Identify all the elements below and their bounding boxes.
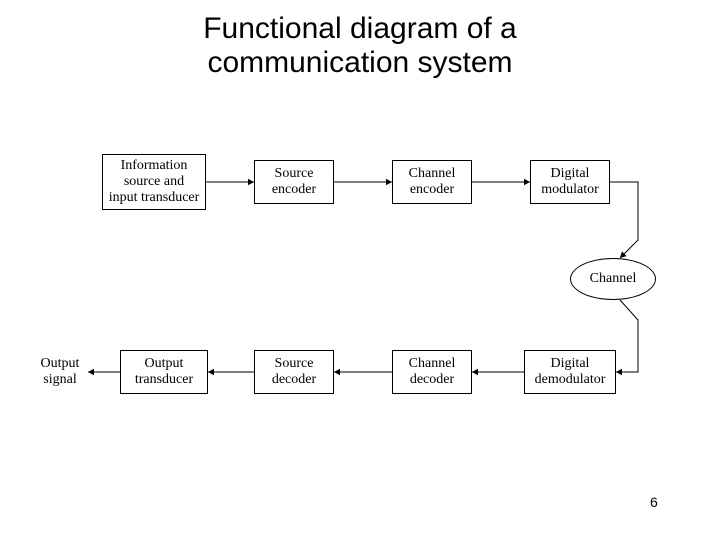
node-out_signal: Outputsignal — [32, 356, 88, 388]
node-chan_dec: Channeldecoder — [392, 350, 472, 394]
node-label-chan_enc: Channelencoder — [409, 166, 456, 198]
arrowhead-out_trans-to-out_signal — [88, 369, 94, 376]
page-title: Functional diagram of acommunication sys… — [0, 12, 720, 80]
node-src_enc: Sourceencoder — [254, 160, 334, 204]
edge-channel-to-dig_demod — [616, 300, 638, 372]
node-channel: Channel — [570, 258, 656, 300]
edge-dig_mod-to-channel — [610, 182, 638, 258]
node-label-dig_demod: Digitaldemodulator — [535, 356, 606, 388]
node-dig_demod: Digitaldemodulator — [524, 350, 616, 394]
node-label-src_dec: Sourcedecoder — [272, 356, 316, 388]
node-label-dig_mod: Digitalmodulator — [541, 166, 599, 198]
node-label-out_trans: Outputtransducer — [135, 356, 193, 388]
node-label-src_enc: Sourceencoder — [272, 166, 316, 198]
node-label-chan_dec: Channeldecoder — [409, 356, 456, 388]
arrowhead-dig_demod-to-chan_dec — [472, 369, 478, 376]
node-label-channel: Channel — [590, 271, 637, 287]
page-number: 6 — [650, 494, 658, 510]
node-chan_enc: Channelencoder — [392, 160, 472, 204]
arrowhead-src_dec-to-out_trans — [208, 369, 214, 376]
node-dig_mod: Digitalmodulator — [530, 160, 610, 204]
page-title-text: Functional diagram of acommunication sys… — [203, 12, 517, 79]
node-label-out_signal: Outputsignal — [41, 356, 80, 388]
node-out_trans: Outputtransducer — [120, 350, 208, 394]
arrowhead-chan_dec-to-src_dec — [334, 369, 340, 376]
arrowhead-channel-to-dig_demod — [616, 369, 622, 376]
node-src_dec: Sourcedecoder — [254, 350, 334, 394]
node-label-info_source: Informationsource andinput transducer — [109, 158, 200, 206]
arrowhead-dig_mod-to-channel — [620, 251, 627, 258]
node-info_source: Informationsource andinput transducer — [102, 154, 206, 210]
page-number-text: 6 — [650, 494, 658, 510]
